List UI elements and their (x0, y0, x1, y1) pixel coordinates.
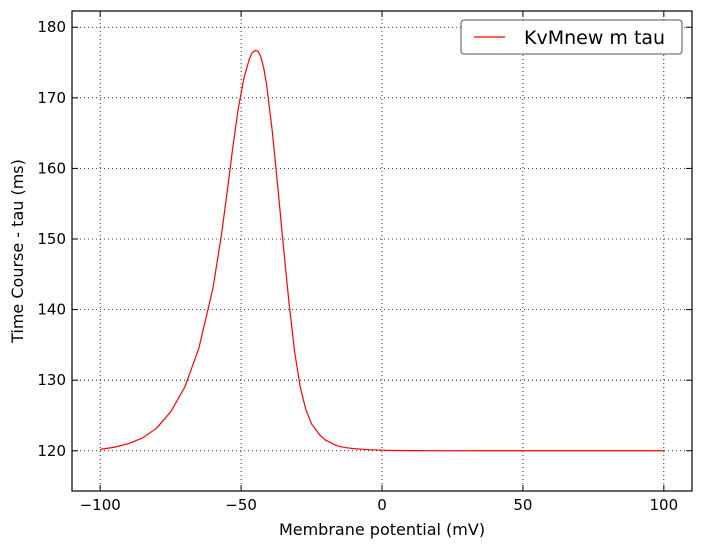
legend: KvMnew m tau (460, 19, 683, 55)
x-tick-label: 100 (649, 496, 678, 514)
y-tick-label: 140 (37, 301, 66, 319)
legend-label: KvMnew m tau (524, 27, 665, 49)
y-tick-label: 160 (37, 159, 66, 177)
series-line (100, 49, 664, 452)
x-tick-label: 50 (513, 496, 532, 514)
y-tick-labels: 120 130 140 150 160 170 180 (37, 18, 66, 460)
y-tick-label: 120 (37, 442, 66, 460)
x-axis-label: Membrane potential (mV) (279, 520, 485, 539)
y-tick-label: 130 (37, 371, 66, 389)
x-tick-labels: −100 −50 0 50 100 (80, 496, 679, 514)
series-layer (100, 49, 664, 452)
y-tick-label: 180 (37, 18, 66, 36)
y-tick-label: 170 (37, 89, 66, 107)
y-axis-label: Time Course - tau (ms) (8, 159, 27, 344)
x-tick-label: 0 (377, 496, 387, 514)
x-tick-label: −100 (80, 496, 121, 514)
tick-marks (72, 11, 692, 491)
legend-box (460, 19, 683, 55)
y-tick-label: 150 (37, 230, 66, 248)
x-tick-label: −50 (225, 496, 257, 514)
